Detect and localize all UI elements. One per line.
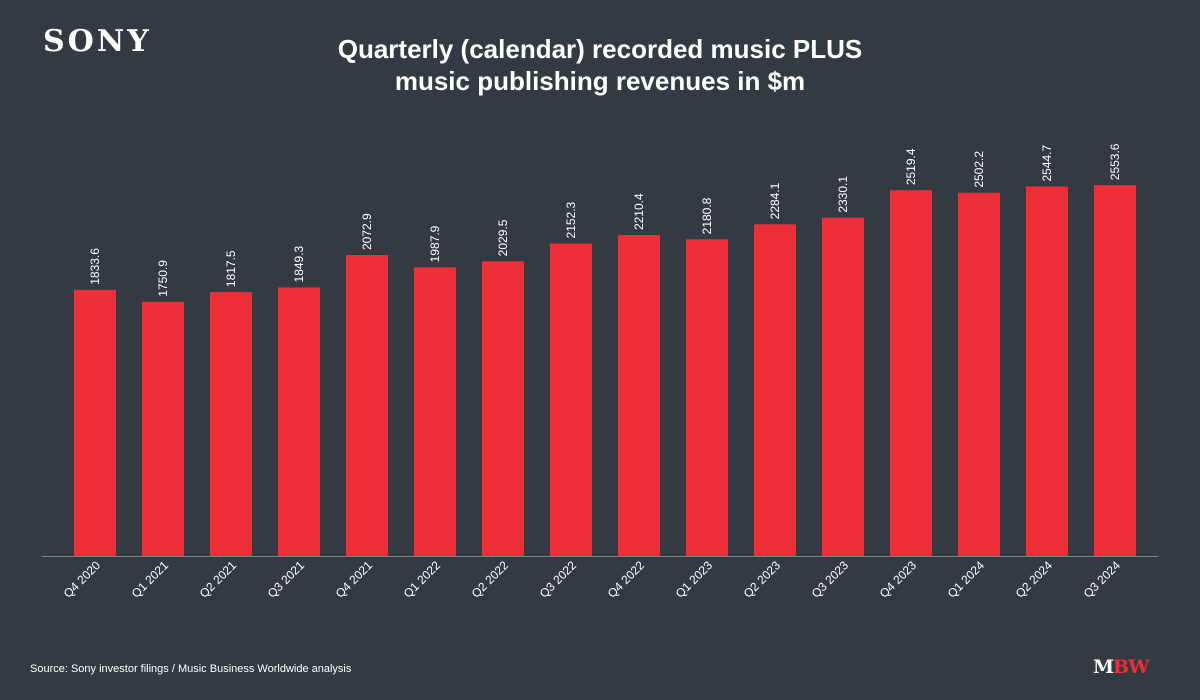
bar-q1-2021 [142, 301, 184, 556]
x-tick-label: Q3 2021 [265, 558, 308, 601]
x-tick-label: Q2 2023 [741, 558, 784, 601]
chart-title-line-2: music publishing revenues in $m [394, 66, 806, 96]
bar-q1-2023 [686, 239, 728, 557]
data-label: 2072.9 [360, 213, 374, 250]
x-tick-label: Q1 2023 [673, 558, 716, 601]
bar-q1-2022 [414, 267, 456, 556]
x-tick-label: Q3 2024 [1081, 558, 1124, 601]
data-label: 1849.3 [292, 245, 306, 282]
mbw-logo-bw: BW [1113, 656, 1149, 678]
data-label: 1750.9 [156, 260, 170, 297]
bar-q3-2023 [822, 217, 864, 556]
x-tick-label: Q1 2021 [129, 558, 172, 601]
data-label: 2210.4 [632, 193, 646, 230]
x-tick-label: Q2 2021 [197, 558, 240, 601]
data-label: 2544.7 [1040, 144, 1054, 181]
x-tick-label: Q1 2024 [945, 558, 988, 601]
bar-q2-2023 [754, 224, 796, 557]
source-note: Source: Sony investor filings / Music Bu… [30, 663, 352, 675]
data-label: 1817.5 [224, 250, 238, 287]
data-label: 2180.8 [700, 197, 714, 234]
x-tick-label: Q4 2020 [61, 558, 104, 601]
bar-q4-2021 [346, 255, 388, 556]
bar-q4-2023 [890, 190, 932, 556]
x-tick-label: Q2 2024 [1013, 558, 1056, 601]
bar-q3-2024 [1094, 185, 1136, 556]
bar-q2-2022 [482, 261, 524, 556]
bar-q4-2020 [74, 289, 116, 556]
data-label: 2330.1 [836, 176, 850, 213]
mbw-logo: MBW [1093, 656, 1149, 678]
x-tick-label: Q1 2022 [401, 558, 444, 601]
x-tick-label: Q4 2021 [333, 558, 376, 601]
bar-q2-2024 [1026, 186, 1068, 556]
bar-q3-2022 [550, 243, 592, 556]
bar-q2-2021 [210, 292, 252, 556]
chart-title-line-1: Quarterly (calendar) recorded music PLUS [337, 34, 863, 64]
data-label: 2519.4 [904, 148, 918, 185]
x-tick-label: Q4 2023 [877, 558, 920, 601]
x-tick-label: Q3 2022 [537, 558, 580, 601]
data-label: 2502.2 [972, 151, 986, 188]
data-label: 1833.6 [88, 248, 102, 285]
data-label: 2553.6 [1108, 143, 1122, 180]
data-label: 2152.3 [564, 201, 578, 238]
bar-q4-2022 [618, 235, 660, 556]
data-label: 1987.9 [428, 225, 442, 262]
sony-logo: SONY [43, 24, 152, 59]
bar-q3-2021 [278, 287, 320, 556]
data-label: 2029.5 [496, 219, 510, 256]
bar-q1-2024 [958, 192, 1000, 556]
x-tick-label: Q2 2022 [469, 558, 512, 601]
x-tick-label: Q4 2022 [605, 558, 648, 601]
x-tick-label: Q3 2023 [809, 558, 852, 601]
chart-title: Quarterly (calendar) recorded music PLUS… [200, 33, 1000, 97]
mbw-logo-m: M [1093, 656, 1114, 678]
data-label: 2284.1 [768, 182, 782, 219]
